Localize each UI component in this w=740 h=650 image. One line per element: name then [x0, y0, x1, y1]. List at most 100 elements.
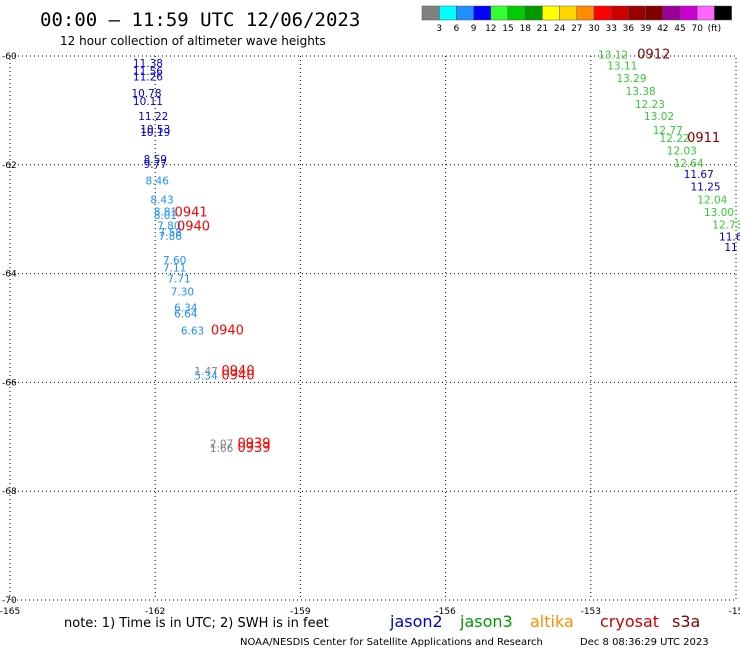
footnote: note: 1) Time is in UTC; 2) SWH is in fe…: [64, 616, 329, 631]
color-swatch: [714, 5, 732, 21]
color-scale-tick: 39: [640, 24, 652, 34]
wave-height-label: 6.34: [174, 303, 198, 315]
x-tick-label: -15: [729, 607, 740, 617]
wave-height-label: 8.43: [150, 194, 173, 206]
color-swatch: [645, 5, 664, 21]
wave-height-label: 7.60: [163, 255, 186, 267]
color-scale-tick: 21: [537, 24, 548, 34]
wave-height-label: 12.23: [635, 99, 665, 111]
wave-height-label: 9.77: [144, 159, 167, 171]
wave-height-label: 12.77: [653, 125, 683, 137]
color-swatch: [662, 5, 681, 21]
wave-height-label: 10.11: [133, 96, 163, 108]
wave-height-label: 11.67: [684, 169, 714, 181]
wave-height-label: 1.66: [210, 443, 234, 455]
wave-height-label: 10.19: [140, 127, 170, 139]
wave-height-label: 11: [724, 242, 737, 254]
chart-title: 00:00 – 11:59 UTC 12/06/2023: [40, 9, 360, 31]
pass-time-label: 0940: [222, 369, 255, 384]
satellite-legend: jason2 jason3 altika cryosat s3a: [389, 612, 700, 631]
color-swatch: [473, 5, 492, 21]
color-swatch: [593, 5, 612, 21]
color-swatch: [456, 5, 474, 21]
pass-time-label: 0941: [175, 205, 208, 220]
satellite-name: jason3: [459, 612, 513, 631]
wave-height-label: 7.11: [163, 262, 186, 274]
wave-height-label: 11.38: [133, 58, 163, 70]
generation-timestamp: Dec 8 08:36:29 UTC 2023: [580, 637, 709, 648]
wave-height-label: 13.11: [607, 61, 637, 73]
color-swatch: [438, 5, 457, 21]
wave-height-label: 10.53: [140, 124, 170, 136]
x-tick-label: -156: [435, 607, 456, 617]
color-swatch: [628, 5, 646, 21]
color-scale-tick: 24: [554, 24, 566, 34]
color-scale-tick: 36: [623, 24, 635, 34]
wave-height-label: 11.56: [133, 66, 163, 78]
color-scale-tick: 70: [691, 24, 703, 34]
wave-height-label: 12.04: [697, 194, 727, 206]
y-tick-label: -66: [2, 378, 17, 388]
color-scale-tick: 9: [471, 24, 477, 34]
pass-time-label: 0939: [237, 437, 270, 452]
y-tick-label: -70: [2, 596, 17, 606]
x-tick-label: -159: [290, 607, 311, 617]
color-swatch: [559, 5, 578, 21]
wave-height-label: 6.63: [181, 326, 204, 338]
color-scale-tick: 42: [657, 24, 668, 34]
color-scale-tick: 12: [485, 24, 496, 34]
color-scale-tick: 33: [605, 24, 616, 34]
wave-height-label: 5.34: [194, 371, 218, 383]
pass-time-label: 0940: [222, 364, 255, 379]
pass-time-label: 0912: [637, 48, 670, 63]
wave-height-label: 13.38: [626, 86, 656, 98]
wave-height-label: 13.00: [704, 207, 734, 219]
wave-height-label: 7.71: [167, 273, 190, 285]
x-tick-label: -165: [0, 607, 20, 617]
color-swatch: [696, 5, 715, 21]
wave-height-label: 8.59: [144, 154, 167, 166]
color-scale-legend: 3 6 9 12 15 18 21 24 27 30 33 36 39 42 45 70 (ft): [421, 5, 732, 34]
color-scale-tick: 27: [571, 24, 582, 34]
y-tick-label: -68: [2, 487, 17, 497]
color-swatch: [679, 5, 698, 21]
satellite-name: jason2: [389, 612, 443, 631]
color-swatch: [490, 5, 509, 21]
wave-height-label: 8.81: [154, 206, 177, 218]
wave-height-label: 7.80: [157, 221, 180, 233]
color-scale-tick: 45: [674, 24, 685, 34]
color-scale-tick: (ft): [708, 24, 722, 34]
y-tick-label: -60: [2, 52, 17, 62]
y-tick-label: -64: [2, 270, 17, 280]
color-scale-tick: 18: [519, 24, 531, 34]
color-swatch: [610, 5, 629, 21]
pass-time-label: 0911: [687, 131, 720, 146]
wave-height-label: 11.22: [138, 111, 168, 123]
color-swatch: [542, 5, 560, 21]
color-scale-tick: 15: [502, 24, 513, 34]
wave-height-label: 8.46: [146, 175, 170, 187]
wave-height-label: 10.78: [131, 88, 161, 100]
wave-height-label: 13.12: [598, 50, 628, 62]
axis-ticks: -165 -162 -159 -156 -153 -15 -60 -62 -64 -66 -68 -7…: [0, 52, 740, 617]
credit-line: NOAA/NESDIS Center for Satellite Applica…: [240, 637, 543, 648]
wave-height-label: 8.01: [154, 210, 177, 222]
wave-height-label: 13.02: [644, 111, 674, 123]
wave-height-label: 11.25: [691, 181, 721, 193]
wave-height-label: 7.58: [159, 227, 182, 239]
y-tick-label: -62: [2, 161, 17, 171]
color-scale-tick: 3: [436, 24, 442, 34]
grid: [10, 56, 736, 600]
wave-height-label: 11.26: [133, 71, 163, 83]
pass-time-label: 0939: [237, 441, 270, 456]
wave-height-label: 12.03: [667, 145, 697, 157]
pass-time-label: 0940: [177, 220, 210, 235]
x-tick-label: -162: [145, 607, 165, 617]
plot-frame: [9, 55, 737, 601]
satellite-name: cryosat: [600, 612, 659, 631]
color-scale-tick: 30: [588, 24, 600, 34]
wave-height-label: 1.47: [194, 366, 217, 378]
wave-height-label: 12.73: [712, 219, 740, 231]
color-swatch: [524, 5, 543, 21]
